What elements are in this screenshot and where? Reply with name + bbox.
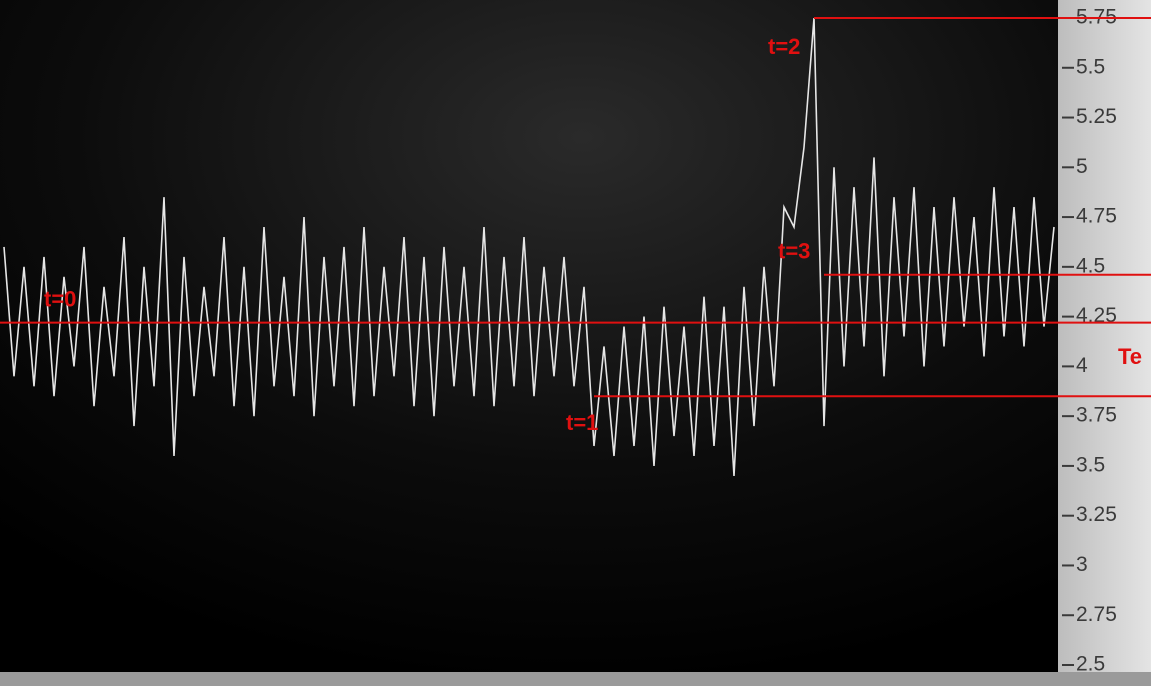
y-tick-label: 3.75 [1076,404,1117,427]
plot-background [0,0,1058,686]
axis-label: Te [1118,344,1142,369]
y-tick-label: 3.5 [1076,453,1105,476]
reference-label: t=3 [778,239,810,264]
y-tick-label: 2.75 [1076,603,1117,626]
reference-label: t=0 [44,286,76,311]
chart: Te 2.52.7533.253.53.7544.254.54.7555.255… [0,0,1151,686]
y-tick-label: 5.5 [1076,55,1105,78]
y-tick-label: 5 [1076,155,1088,178]
y-tick-label: 4 [1076,354,1088,377]
y-tick-label: 2.5 [1076,653,1105,676]
y-tick-label: 4.75 [1076,205,1117,228]
y-tick-label: 4.25 [1076,304,1117,327]
page: {"chart_data": { "type": "line", "series… [0,0,1151,686]
reference-label: t=1 [566,410,598,435]
y-tick-label: 3 [1076,553,1088,576]
bottom-strip [0,672,1151,686]
reference-label: t=2 [768,34,800,59]
y-tick-label: 5.25 [1076,105,1117,128]
y-tick-label: 3.25 [1076,503,1117,526]
